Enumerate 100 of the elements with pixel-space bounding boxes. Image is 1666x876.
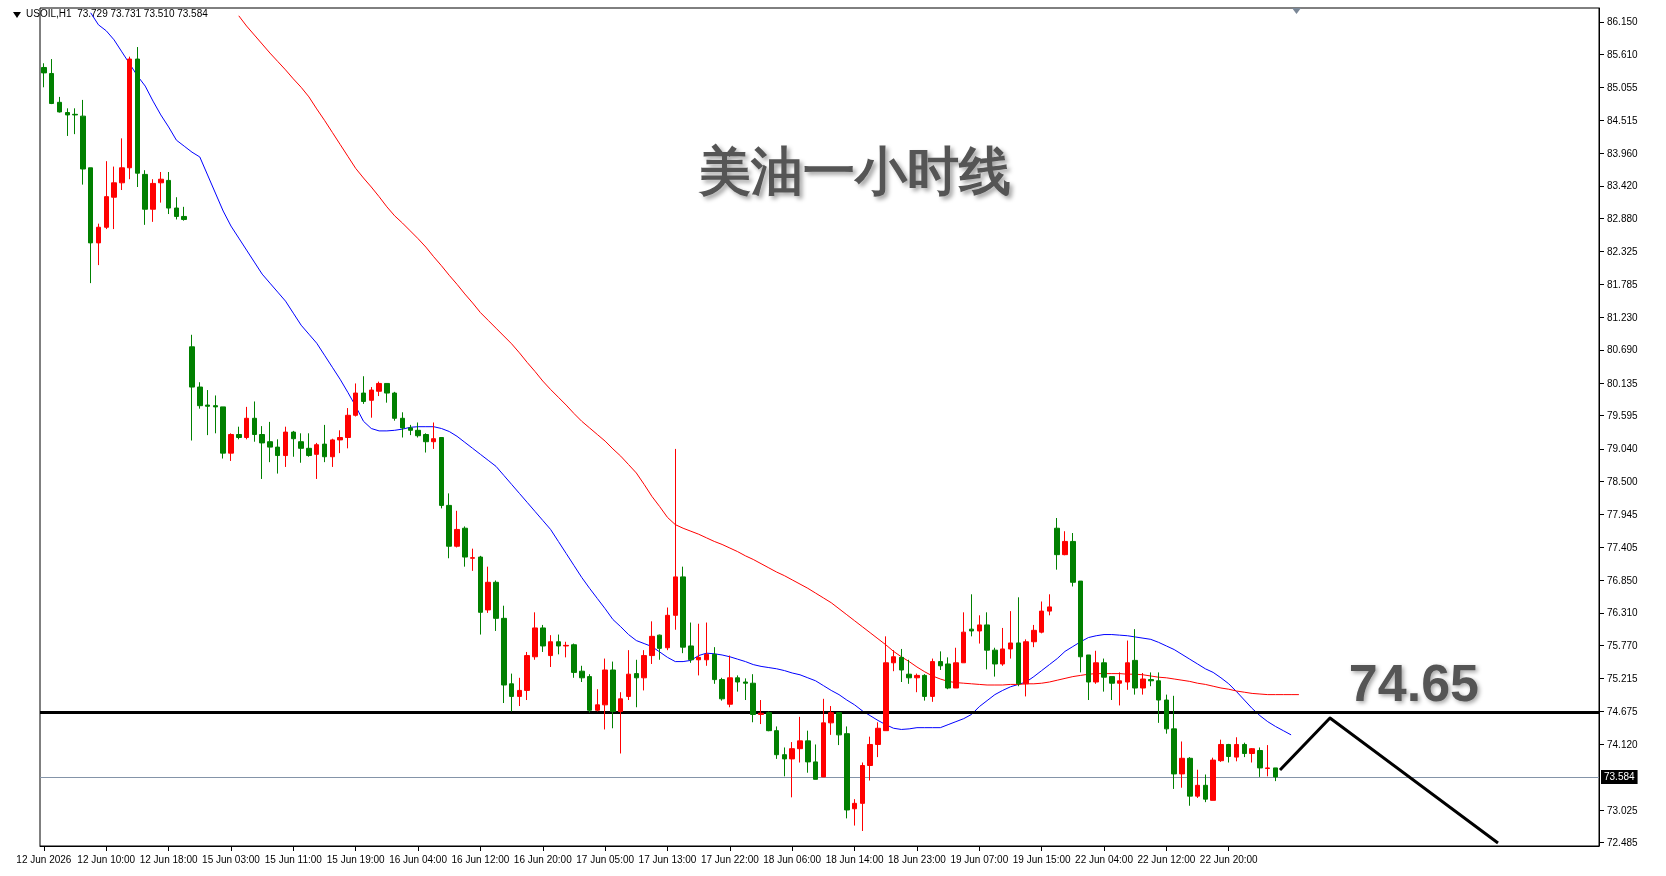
candlestick: [766, 710, 772, 732]
candlestick: [283, 426, 288, 468]
candlestick: [556, 634, 561, 655]
candlestick: [213, 394, 218, 434]
y-tick-label: 78.500: [1607, 475, 1639, 487]
candlestick: [961, 611, 966, 664]
candlestick: [867, 736, 873, 782]
candlestick: [96, 223, 101, 266]
ref-line-label: 74.65: [1348, 653, 1479, 712]
candlestick: [345, 407, 351, 449]
candlestick: [158, 171, 164, 204]
x-tick-label: 18 Jun 06:00: [763, 853, 822, 865]
x-tick-label: 15 Jun 11:00: [264, 853, 323, 865]
candlestick: [906, 659, 912, 685]
candlestick: [969, 593, 974, 637]
candlestick: [1101, 658, 1107, 693]
candlestick: [1109, 676, 1115, 701]
y-tick-label: 77.945: [1607, 509, 1639, 521]
x-tick-label: 22 Jun 04:00: [1075, 853, 1134, 865]
candlestick: [1078, 580, 1083, 673]
candlestick: [914, 673, 920, 693]
x-tick-label: 12 Jun 18:00: [139, 853, 198, 865]
candlestick: [1242, 742, 1247, 758]
candlestick: [1086, 654, 1091, 701]
candlestick: [330, 438, 335, 468]
y-tick-label: 76.310: [1607, 607, 1639, 619]
candlestick: [181, 206, 187, 222]
candlestick: [712, 646, 717, 685]
x-tick-label: 22 Jun 12:00: [1137, 853, 1196, 865]
candlestick: [688, 622, 694, 664]
candlestick: [587, 673, 592, 714]
candlestick: [361, 375, 366, 405]
candlestick: [65, 107, 70, 137]
candlestick: [797, 716, 803, 763]
candlestick: [571, 643, 577, 679]
candlestick: [626, 649, 631, 701]
candlestick: [1273, 767, 1278, 782]
candlestick: [470, 548, 475, 572]
candlestick: [992, 647, 998, 678]
candlestick: [813, 743, 818, 780]
y-tick-label: 79.595: [1607, 410, 1639, 422]
candlestick: [789, 741, 795, 798]
candlestick: [1125, 640, 1130, 691]
candlestick: [782, 746, 787, 777]
candlestick: [485, 566, 491, 614]
candlestick: [1265, 744, 1270, 777]
candlestick: [1093, 650, 1099, 685]
candlestick: [415, 421, 421, 439]
candlestick: [392, 391, 397, 422]
y-tick-label: 81.230: [1607, 311, 1639, 323]
candlestick: [1187, 756, 1193, 807]
candlestick: [548, 634, 553, 668]
candlestick: [532, 611, 538, 661]
candlestick: [275, 438, 280, 475]
x-tick-label: 12 Jun 10:00: [77, 853, 136, 865]
candlestick: [80, 99, 86, 186]
x-tick-label: 22 Jun 20:00: [1199, 853, 1259, 865]
y-tick-label: 80.135: [1607, 377, 1639, 389]
x-tick-label: 16 Jun 20:00: [513, 853, 573, 865]
x-tick-label: 18 Jun 23:00: [888, 853, 947, 865]
candlestick: [478, 555, 483, 636]
candlestick: [509, 673, 514, 712]
candlestick: [236, 426, 242, 440]
candlestick: [641, 649, 647, 691]
candlestick: [408, 424, 413, 436]
candlestick: [1164, 694, 1169, 735]
candlestick: [267, 421, 273, 463]
candlestick: [259, 425, 265, 480]
text: 美油一小时线: [698, 142, 1011, 200]
candlestick: [774, 725, 779, 760]
x-tick-label: 12 Jun 2026: [16, 853, 72, 865]
y-tick-label: 75.215: [1607, 673, 1639, 685]
candlestick: [189, 334, 195, 442]
candlestick: [1000, 627, 1005, 667]
y-tick-label: 85.610: [1607, 48, 1639, 60]
candlestick: [665, 607, 670, 651]
candlestick: [602, 658, 608, 730]
candlestick: [579, 665, 585, 683]
y-tick-label: 79.040: [1607, 443, 1639, 455]
candlestick: [1008, 610, 1013, 660]
x-tick-label: 17 Jun 22:00: [700, 853, 760, 865]
candlestick: [1195, 769, 1200, 799]
candlestick: [446, 492, 452, 559]
candlestick: [220, 406, 226, 460]
candlestick: [1047, 593, 1052, 616]
candlestick: [431, 421, 436, 450]
y-tick-label: 74.675: [1607, 705, 1639, 717]
candlestick: [57, 96, 62, 114]
candlestick: [1062, 530, 1068, 556]
candlestick: [657, 634, 662, 661]
candlestick: [844, 725, 850, 819]
candlestick: [376, 381, 382, 397]
candlestick: [1039, 601, 1044, 634]
candlestick: [680, 566, 686, 654]
y-tick-label: 77.405: [1607, 541, 1639, 553]
annotation: USOIL,H1 73.729 73.731 73.510 73.584: [26, 7, 209, 19]
candlestick: [127, 56, 132, 180]
x-tick-label: 18 Jun 14:00: [825, 853, 884, 865]
x-tick-label: 15 Jun 19:00: [326, 853, 386, 865]
candlestick: [423, 432, 429, 454]
